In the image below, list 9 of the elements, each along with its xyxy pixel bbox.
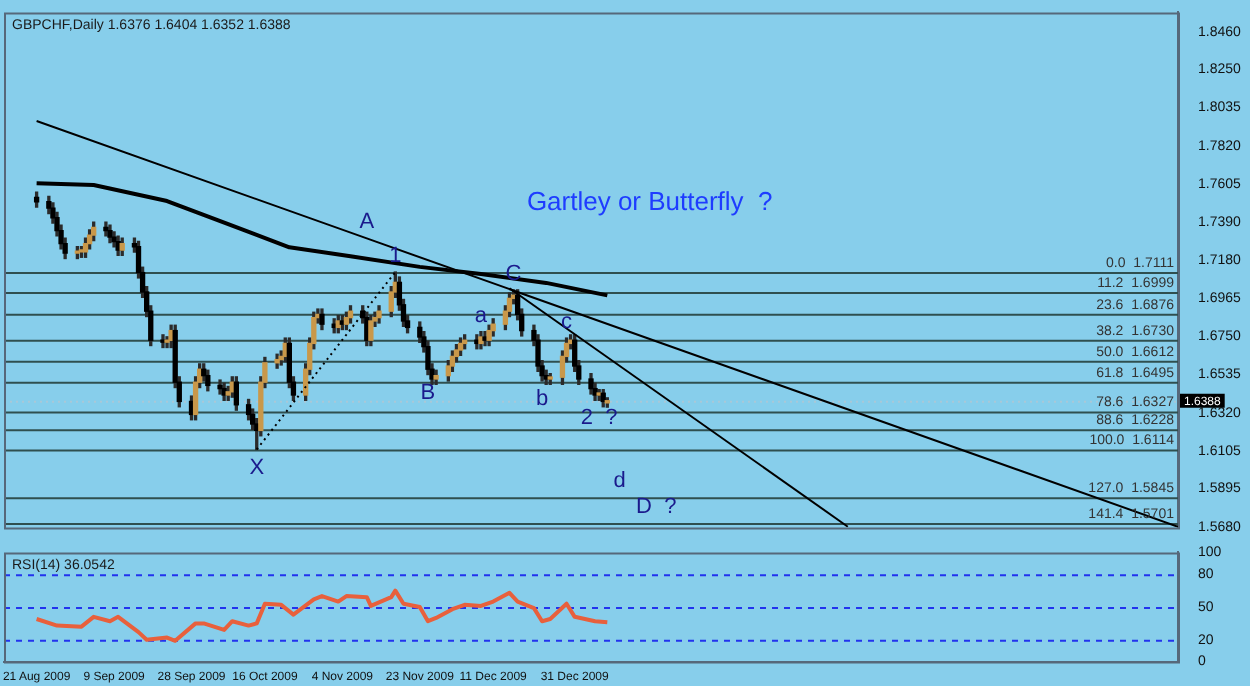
annotation: D ? [636, 495, 677, 520]
annotation: 2 ? [580, 406, 618, 431]
text: Gartley or Butterfly ? [526, 186, 773, 217]
annotation: b [535, 387, 549, 412]
annotation: B [420, 380, 436, 405]
annotation: d [613, 469, 626, 494]
annotation: C [505, 262, 522, 287]
annotation: A [359, 210, 376, 235]
annotation: X [249, 455, 266, 480]
